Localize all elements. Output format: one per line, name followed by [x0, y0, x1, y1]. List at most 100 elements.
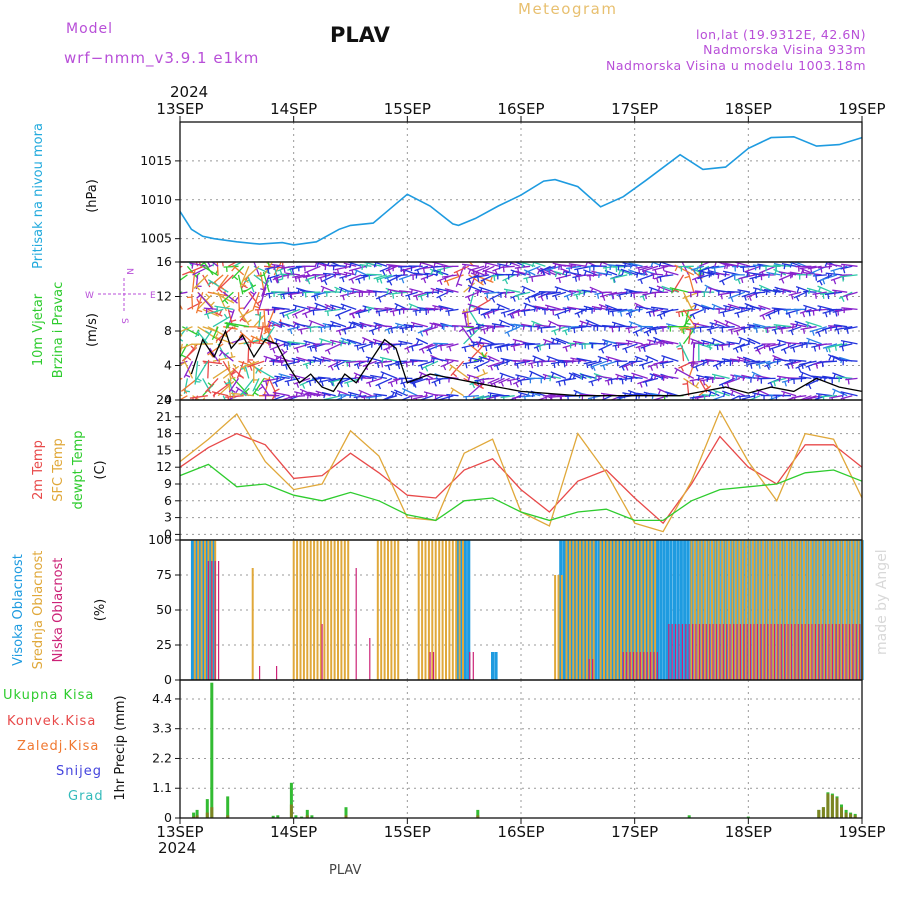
wind-barb — [328, 377, 341, 383]
wind-barb-feather — [470, 272, 476, 276]
wind-barb-feather — [298, 277, 301, 283]
date-label-top: 15SEP — [384, 100, 431, 118]
wind-barb-feather — [345, 272, 348, 279]
wind-barb-feather — [294, 313, 298, 319]
wind-barb-feather — [419, 401, 421, 406]
wind-barb-feather — [290, 374, 293, 380]
wind-barb-feather — [297, 288, 300, 294]
wind-barb-feather — [767, 314, 772, 320]
wind-barb — [373, 274, 388, 280]
wind-barb-feather — [638, 307, 641, 313]
wind-barb-feather — [702, 380, 706, 386]
wind-barb — [320, 356, 336, 362]
wind-barb-feather — [496, 365, 500, 371]
wind-barb-feather — [523, 310, 526, 317]
wind-barb-feather — [833, 279, 837, 285]
wind-barb-feather — [504, 279, 509, 285]
wind-barb-feather — [212, 262, 213, 263]
wind-barb-feather — [471, 383, 476, 389]
wind-barb — [583, 360, 597, 365]
wind-barb — [323, 395, 341, 400]
wind-barb-feather — [457, 283, 463, 287]
wind-barb — [291, 308, 306, 316]
wind-barb-feather — [320, 339, 323, 345]
wind-barb-feather — [361, 323, 364, 330]
wind-barb-feather — [433, 381, 437, 387]
wind-barb-feather — [747, 339, 751, 345]
wind-barb-feather — [395, 379, 398, 385]
wind-barb-feather — [227, 322, 230, 329]
wind-barb-feather — [247, 257, 252, 259]
wind-barb-feather — [709, 329, 712, 335]
wind-barb-feather — [218, 351, 223, 357]
y-tick-label: 24 — [156, 392, 172, 407]
wind-barb-feather — [254, 305, 260, 309]
wind-barb-feather — [537, 269, 541, 275]
wind-barb-feather — [761, 271, 765, 277]
wind-barb-feather — [433, 267, 435, 273]
y-tick-label: 4.4 — [152, 691, 172, 706]
wind-barb-feather — [575, 294, 579, 300]
compass-west: W — [85, 291, 94, 301]
wind-barb-feather — [607, 380, 610, 386]
wind-barb-feather — [373, 339, 377, 346]
wind-barb-feather — [211, 250, 216, 251]
wind-barb — [409, 377, 423, 384]
wind-barb — [283, 308, 301, 317]
wind-barb-feather — [788, 312, 791, 318]
wind-barb-feather — [207, 280, 212, 286]
wind-barb — [310, 308, 326, 312]
wind-barb — [247, 341, 265, 345]
wind-barb — [243, 337, 266, 345]
wind-barb-feather — [754, 288, 757, 294]
wind-barb — [272, 391, 290, 397]
wind-barb-feather — [699, 271, 702, 277]
wind-barb-feather — [822, 293, 825, 299]
wind-barb — [719, 274, 735, 283]
wind-barb — [225, 321, 249, 328]
wind-barb — [784, 360, 797, 366]
wind-barb — [711, 265, 725, 269]
wind-barb — [514, 291, 531, 297]
wind-barb-feather — [206, 389, 212, 394]
wind-barb-feather — [268, 293, 271, 299]
pressure-title: Pritisak na nivou mora — [31, 123, 46, 269]
wind-barb-feather — [218, 309, 223, 316]
wind-barb — [375, 308, 393, 313]
wind-barb — [302, 360, 316, 366]
wind-barb-feather — [482, 369, 486, 375]
wind-barb — [722, 390, 735, 397]
wind-barb — [189, 395, 208, 399]
wind-barb-feather — [846, 328, 849, 334]
conv-precip-bar — [817, 809, 821, 818]
wind-barb — [287, 341, 306, 345]
wind-barb-feather — [287, 273, 290, 279]
wind-barb-feather — [485, 346, 488, 352]
wind-barb-feather — [477, 276, 480, 282]
wind-barb-feather — [297, 357, 300, 364]
wind-barb — [684, 309, 690, 327]
wind-barb — [709, 377, 725, 380]
wind-barb-feather — [479, 357, 483, 363]
wind-barb — [390, 343, 408, 346]
wind-barb — [803, 272, 822, 276]
wind-barb-feather — [775, 287, 779, 294]
wind-barb-feather — [295, 392, 298, 398]
wind-barb — [263, 309, 267, 333]
wind-barb-feather — [324, 265, 327, 271]
wind-barb-feather — [773, 381, 776, 387]
wind-barb-feather — [263, 377, 270, 381]
pressure-panel: 1005 1010 1015 — [140, 121, 863, 263]
wind-barb — [304, 274, 321, 282]
wind-barb — [398, 274, 413, 281]
wind-barb — [224, 322, 239, 328]
wind-barb-feather — [702, 340, 705, 347]
wind-barb-feather — [490, 365, 494, 371]
wind-barb-feather — [652, 307, 655, 313]
wind-barb-feather — [513, 345, 516, 352]
wind-barb-feather — [592, 365, 596, 372]
wind-barb — [430, 265, 444, 268]
wind-barb-feather — [180, 338, 184, 342]
temp-2m-line — [179, 432, 863, 525]
wind-barb-feather — [481, 397, 484, 400]
